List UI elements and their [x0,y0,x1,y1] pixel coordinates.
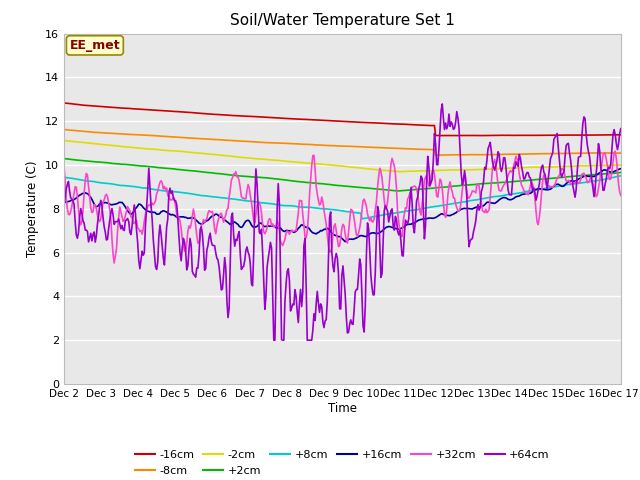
Line: +16cm: +16cm [64,168,621,241]
+64cm [362,253,370,259]
Line: +8cm: +8cm [64,176,621,219]
Line: +32cm: +32cm [64,152,621,263]
+64cm [438,101,446,107]
-16cm [60,100,68,106]
-8cm [438,152,446,158]
+2cm [518,178,525,184]
+2cm [60,156,68,161]
+8cm [328,207,335,213]
-8cm [324,143,332,148]
-16cm [392,121,399,127]
+32cm [326,249,333,255]
-8cm [518,151,525,157]
Line: +2cm: +2cm [64,158,621,191]
+32cm [110,260,118,266]
Line: -2cm: -2cm [64,141,621,172]
+2cm [324,181,332,187]
-2cm [605,163,612,168]
Line: -16cm: -16cm [64,103,621,135]
+16cm [518,192,525,198]
+2cm [605,171,612,177]
Text: EE_met: EE_met [70,39,120,52]
+8cm [617,173,625,179]
-8cm [362,144,369,150]
-16cm [328,118,335,124]
-16cm [362,120,369,125]
Title: Soil/Water Temperature Set 1: Soil/Water Temperature Set 1 [230,13,455,28]
+64cm [606,166,614,171]
+64cm [270,337,278,343]
+16cm [617,166,625,171]
+2cm [362,185,369,191]
-8cm [605,150,612,156]
+2cm [394,188,401,194]
-2cm [60,138,68,144]
-8cm [392,145,399,151]
+16cm [393,226,401,232]
-16cm [324,118,332,123]
+64cm [326,215,333,220]
+64cm [329,263,337,269]
Line: -8cm: -8cm [64,130,621,155]
-8cm [617,150,625,156]
+32cm [611,149,619,155]
-8cm [60,127,68,132]
+32cm [518,182,525,188]
Line: +64cm: +64cm [64,104,621,340]
+32cm [362,204,370,209]
+32cm [393,186,401,192]
+8cm [605,176,612,181]
-16cm [617,132,625,138]
+64cm [60,203,68,209]
+64cm [519,169,527,175]
+8cm [60,174,68,180]
+2cm [328,182,335,188]
+16cm [328,230,335,236]
+8cm [518,190,525,195]
+32cm [329,232,337,238]
+16cm [362,233,370,239]
+2cm [617,169,625,175]
X-axis label: Time: Time [328,402,357,415]
-2cm [362,166,369,171]
+32cm [617,192,625,198]
-2cm [324,162,332,168]
+16cm [324,226,332,232]
+16cm [60,200,68,205]
-2cm [328,162,335,168]
-2cm [396,169,404,175]
-2cm [617,162,625,168]
+16cm [341,239,349,244]
+64cm [393,217,401,223]
+8cm [358,216,366,222]
-2cm [518,165,525,170]
+2cm [392,188,399,193]
Y-axis label: Temperature (C): Temperature (C) [26,160,40,257]
-16cm [518,132,525,138]
+32cm [605,172,612,178]
+16cm [605,168,612,174]
+64cm [617,126,625,132]
-16cm [605,132,612,138]
-16cm [453,132,461,138]
+32cm [60,163,68,169]
+8cm [362,215,370,221]
+8cm [393,210,401,216]
-2cm [392,168,399,174]
+8cm [324,206,332,212]
-8cm [328,143,335,149]
Legend: -16cm, -8cm, -2cm, +2cm, +8cm, +16cm, +32cm, +64cm: -16cm, -8cm, -2cm, +2cm, +8cm, +16cm, +3… [131,445,554,480]
